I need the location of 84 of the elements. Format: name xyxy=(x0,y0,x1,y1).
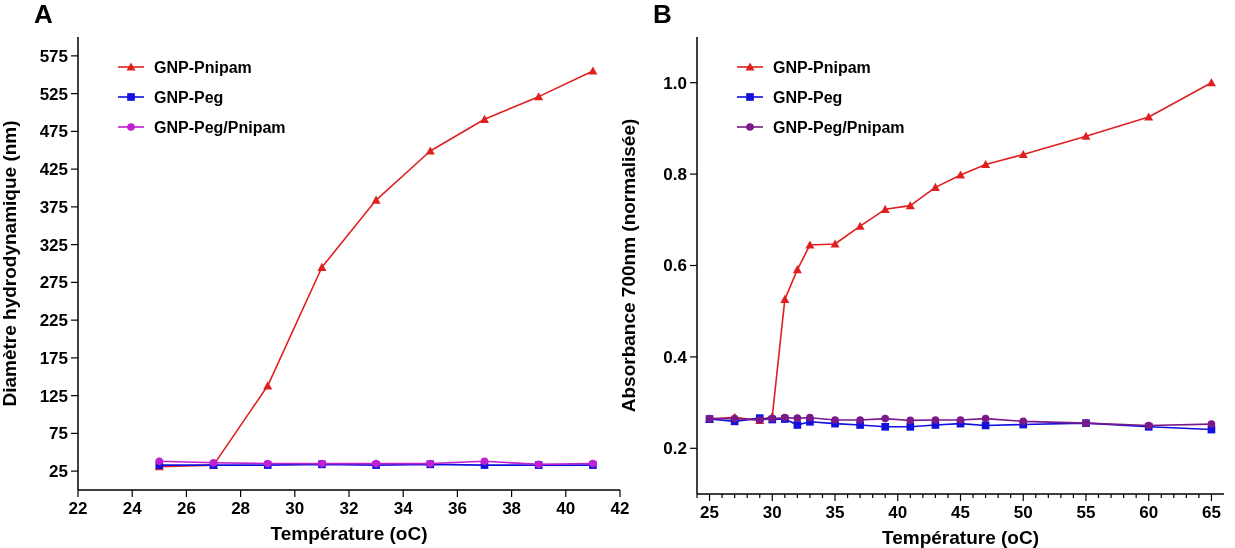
y-tick-label: 375 xyxy=(39,197,68,217)
y-tick-label: 525 xyxy=(39,84,68,104)
legend-label: GNP-Peg/Pnipam xyxy=(773,118,905,136)
point xyxy=(792,265,802,274)
point xyxy=(425,146,435,155)
point xyxy=(263,381,273,390)
y-axis-title: Absorbance 700nm (normalisée) xyxy=(618,118,639,413)
x-tick-label: 26 xyxy=(176,499,196,518)
y-tick-label: 425 xyxy=(39,160,68,180)
point xyxy=(155,457,164,466)
y-tick-label: 75 xyxy=(49,424,68,444)
point xyxy=(480,457,489,466)
legend-label: GNP-Pnipam xyxy=(154,58,252,76)
point xyxy=(981,160,991,169)
legend-label: GNP-Peg xyxy=(154,88,224,106)
y-tick-label: 325 xyxy=(39,235,68,255)
point xyxy=(534,92,544,101)
y-tick-label: 475 xyxy=(39,122,68,142)
y-tick-label: 0.8 xyxy=(663,165,687,185)
chart-title: A xyxy=(34,0,53,29)
point xyxy=(981,414,990,423)
x-tick-label: 25 xyxy=(700,503,720,522)
y-tick-label: 0.4 xyxy=(663,347,688,367)
point xyxy=(1018,149,1028,159)
y-tick-label: 0.6 xyxy=(663,256,687,276)
x-tick-label: 60 xyxy=(1139,503,1159,522)
x-tick-label: 50 xyxy=(1013,503,1033,522)
y-tick-label: 125 xyxy=(39,386,68,406)
point xyxy=(931,416,940,424)
y-axis-title: Diamètre hydrodynamique (nm) xyxy=(0,120,20,407)
x-tick-label: 65 xyxy=(1201,503,1221,522)
point xyxy=(956,170,965,179)
x-tick-label: 22 xyxy=(68,499,88,518)
x-tick-label: 28 xyxy=(231,499,251,518)
point xyxy=(856,416,864,424)
x-tick-label: 55 xyxy=(1076,503,1096,522)
point xyxy=(905,201,915,210)
y-tick-label: 175 xyxy=(39,348,68,368)
x-tick-label: 42 xyxy=(610,499,630,518)
x-tick-label: 40 xyxy=(888,503,908,522)
point xyxy=(806,413,814,422)
point xyxy=(906,423,915,431)
point xyxy=(881,423,890,431)
x-tick-label: 32 xyxy=(339,499,359,518)
point xyxy=(1207,420,1216,428)
y-tick-label: 275 xyxy=(39,273,68,293)
point xyxy=(480,114,489,123)
point xyxy=(1206,78,1216,87)
x-tick-label: 45 xyxy=(951,503,970,522)
x-tick-label: 40 xyxy=(556,499,576,518)
point xyxy=(881,414,890,423)
y-tick-label: 225 xyxy=(39,311,68,331)
x-tick-label: 34 xyxy=(393,499,414,518)
legend-label: GNP-Peg/Pnipam xyxy=(154,118,286,136)
y-tick-label: 0.2 xyxy=(663,439,687,459)
x-tick-label: 36 xyxy=(447,499,467,518)
y-tick-label: 25 xyxy=(49,462,68,482)
point xyxy=(793,414,802,422)
y-tick-label: 575 xyxy=(39,46,68,66)
chart-title: B xyxy=(653,0,672,29)
point xyxy=(317,262,327,271)
point xyxy=(831,416,839,424)
point xyxy=(805,240,815,249)
legend-label: GNP-Pnipam xyxy=(773,58,871,76)
x-axis-title: Température (oC) xyxy=(882,527,1039,548)
point xyxy=(371,195,381,204)
point xyxy=(780,294,790,303)
x-tick-label: 30 xyxy=(285,499,305,518)
point xyxy=(1081,131,1091,140)
point xyxy=(855,221,865,230)
point xyxy=(906,416,915,425)
point xyxy=(930,182,940,191)
x-tick-label: 38 xyxy=(502,499,522,518)
point xyxy=(880,204,890,213)
x-axis-title: Température (oC) xyxy=(270,523,428,544)
point xyxy=(830,239,840,248)
point xyxy=(1144,112,1154,121)
legend-label: GNP-Peg xyxy=(773,88,843,106)
point xyxy=(956,416,965,424)
x-tick-label: 35 xyxy=(825,503,845,522)
x-tick-label: 30 xyxy=(762,503,782,522)
point xyxy=(588,66,598,75)
y-tick-label: 1.0 xyxy=(663,73,687,93)
x-tick-label: 24 xyxy=(122,499,143,518)
